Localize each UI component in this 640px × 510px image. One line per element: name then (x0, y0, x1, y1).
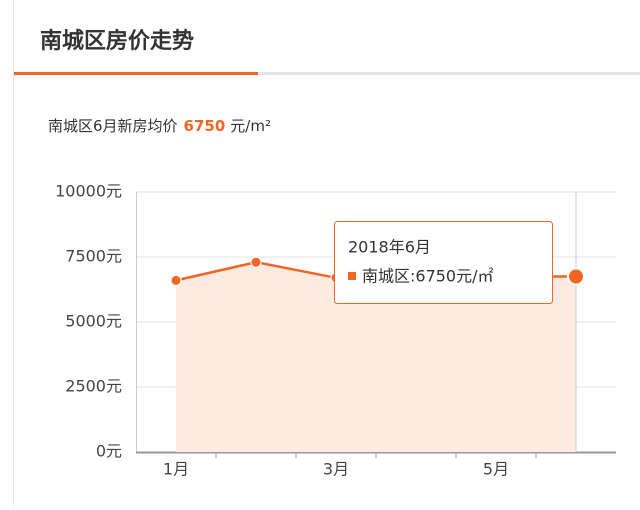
summary-prefix: 南城区6月新房均价 (48, 117, 178, 135)
tooltip: 2018年6月 南城区:6750元/㎡ (334, 221, 553, 304)
x-tick-label: 1月 (163, 460, 189, 479)
x-tick-label: 5月 (483, 460, 509, 479)
y-tick-label: 5000元 (65, 312, 122, 331)
x-tick-label: 3月 (323, 460, 349, 479)
tooltip-box (334, 221, 553, 304)
point (567, 267, 585, 286)
point (250, 256, 262, 268)
summary-value: 6750 (184, 117, 226, 135)
y-tick-label: 0元 (96, 442, 122, 461)
chart: 0元 2500元 5000元 7500元 10000元 1月 3月 5月 (55, 182, 616, 479)
tooltip-text: 南城区:6750元/㎡ (362, 267, 494, 286)
area (176, 262, 576, 452)
tooltip-title: 2018年6月 (348, 238, 431, 257)
y-tick-label: 2500元 (65, 377, 122, 396)
header-rule (14, 72, 640, 75)
y-tick-label: 7500元 (65, 247, 122, 266)
point (170, 274, 182, 286)
header-underline (14, 72, 258, 75)
summary-unit: 元/m² (230, 117, 271, 135)
tooltip-swatch (348, 272, 356, 280)
summary: 南城区6月新房均价 6750 元/m² (48, 117, 271, 135)
y-tick-label: 10000元 (55, 182, 122, 201)
header-title: 南城区房价走势 (40, 28, 194, 54)
